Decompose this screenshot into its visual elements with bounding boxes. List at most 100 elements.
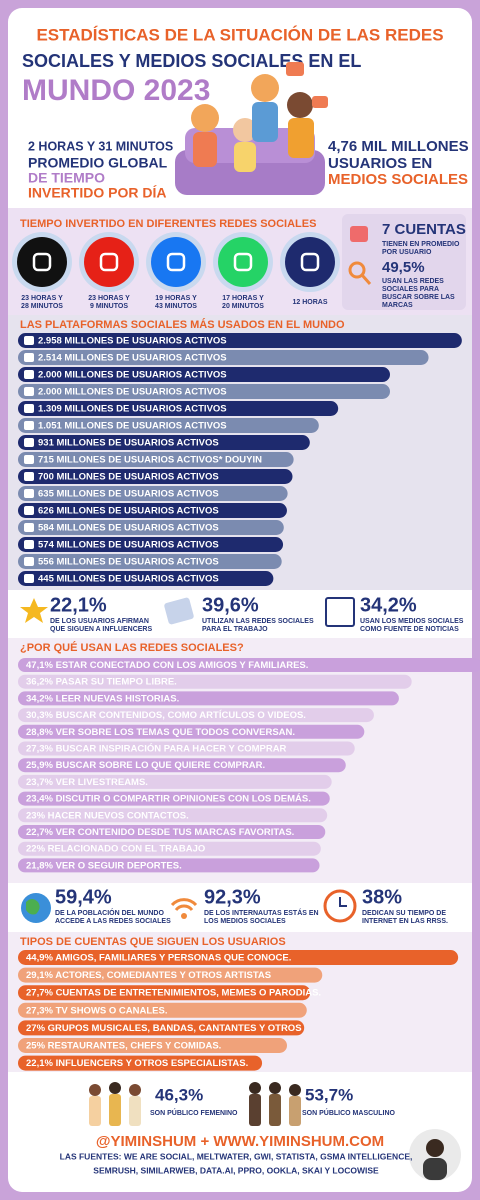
bar: [18, 452, 294, 467]
highlight-label: PROMEDIO GLOBAL: [28, 155, 168, 171]
bar: [18, 741, 355, 756]
icon: [24, 574, 34, 583]
bar-label: 27,3% BUSCAR INSPIRACIÓN PARA HACER Y CO…: [26, 743, 287, 755]
bar-label: 47,1% ESTAR CONECTADO CON LOS AMIGOS Y F…: [26, 660, 308, 671]
footer-value: 46,3%: [155, 1085, 203, 1104]
stat-label: UTILIZAN LAS REDES SOCIALES: [202, 618, 314, 625]
illustration: [89, 1082, 461, 1181]
highlight-label: MEDIOS SOCIALES: [328, 171, 468, 188]
icon: [26, 899, 40, 915]
bar-label: 2.514 MILLONES DE USUARIOS ACTIVOS: [38, 353, 227, 364]
icon: [348, 261, 366, 279]
side-box: [342, 214, 466, 310]
bar: [18, 571, 274, 586]
side-label: TIENEN EN PROMEDIO: [382, 241, 460, 248]
icon: [24, 421, 34, 430]
bar: [18, 554, 282, 569]
icon: [350, 226, 368, 242]
side-label: USAN LAS REDES: [382, 278, 444, 285]
highlight-value: 2 HORAS Y 31 MINUTOS: [28, 139, 173, 153]
bar-label: 34,2% LEER NUEVAS HISTORIAS.: [26, 693, 179, 704]
side-label: POR USUARIO: [382, 249, 432, 256]
icon: [285, 237, 335, 287]
stat-label: DEDICAN SU TIEMPO DE: [362, 910, 446, 917]
bar-label: 27,3% TV SHOWS O CANALES.: [26, 1005, 167, 1016]
time-label: 28 MINUTOS: [21, 303, 63, 310]
bar: [18, 791, 330, 806]
sources: LAS FUENTES: WE ARE SOCIAL, MELTWATER, G…: [60, 1151, 413, 1161]
side-value: 49,5%: [382, 259, 425, 276]
bar: [18, 825, 326, 839]
side-label: MARCAS: [382, 302, 413, 309]
time-label: 23 HORAS Y: [21, 295, 63, 302]
icon-glyph: [166, 252, 186, 272]
stat-label: DE LA POBLACIÓN DEL MUNDO: [55, 908, 164, 917]
footer-value: 53,7%: [305, 1085, 353, 1104]
bar-label: 2.000 MILLONES DE USUARIOS ACTIVOS: [38, 387, 227, 398]
bar: [18, 401, 339, 416]
bar: [18, 1020, 305, 1036]
icon: [24, 455, 34, 464]
icon: [181, 913, 187, 919]
bar-label: 715 MILLONES DE USUARIOS ACTIVOS* DOUYIN: [38, 455, 262, 466]
bar: [18, 1002, 307, 1018]
stat-value: 59,4%: [55, 886, 112, 908]
icon: [151, 237, 201, 287]
bar-label: 635 MILLONES DE USUARIOS ACTIVOS: [38, 489, 219, 500]
bar: [18, 537, 284, 552]
bar: [18, 503, 287, 518]
footer-handle: @YIMINSHUM + WWW.YIMINSHUM.COM: [96, 1133, 384, 1150]
bar: [18, 758, 346, 773]
bar-label: 25,9% BUSCAR SOBRE LO QUE QUIERE COMPRAR…: [26, 760, 265, 771]
icon: [24, 489, 34, 498]
icon: [24, 523, 34, 532]
bar: [18, 724, 365, 739]
bar-label: 22% RELACIONADO CON EL TRABAJO: [26, 844, 205, 855]
icon-glyph: [99, 252, 119, 272]
bar: [18, 774, 332, 789]
icon-glyph: [32, 252, 52, 272]
icon-glyph: [300, 252, 320, 272]
bar: [18, 418, 319, 433]
icon: [24, 540, 34, 549]
bar-label: 36,2% PASAR SU TIEMPO LIBRE.: [26, 677, 177, 688]
bar-label: 44,9% AMIGOS, FAMILIARES Y PERSONAS QUE …: [26, 953, 291, 964]
bar-label: 2.958 MILLONES DE USUARIOS ACTIVOS: [38, 336, 227, 347]
time-label: 20 MINUTOS: [222, 303, 264, 310]
highlight-label: USUARIOS EN: [328, 155, 432, 172]
icon: [24, 387, 34, 396]
stat-label: LOS MEDIOS SOCIALES: [204, 918, 286, 925]
icon: [339, 897, 347, 907]
title-line: SOCIALES Y MEDIOS SOCIALES EN EL: [22, 51, 361, 71]
icon: [24, 506, 34, 515]
section-title: TIEMPO INVERTIDO EN DIFERENTES REDES SOC…: [20, 218, 316, 230]
bar: [18, 858, 320, 873]
time-label: 9 MINUTOS: [90, 303, 128, 310]
icon: [24, 336, 34, 345]
bar: [18, 486, 288, 501]
bar-label: 23,7% VER LIVESTREAMS.: [26, 777, 148, 788]
bar-label: 29,1% ACTORES, COMEDIANTES Y OTROS ARTIS…: [26, 970, 271, 981]
bar: [18, 384, 390, 399]
time-label: 43 MINUTOS: [155, 303, 197, 310]
bar-label: 23,4% DISCUTIR O COMPARTIR OPINIONES CON…: [26, 794, 311, 805]
bar-label: 556 MILLONES DE USUARIOS ACTIVOS: [38, 557, 219, 568]
bar-label: 22,7% VER CONTENIDO DESDE TUS MARCAS FAV…: [26, 827, 294, 838]
bar-label: 931 MILLONES DE USUARIOS ACTIVOS: [38, 438, 219, 449]
bar: [18, 985, 311, 1001]
bar-label: 27,7% CUENTAS DE ENTRETENIMIENTOS, MEMES…: [26, 988, 321, 999]
stat-label: QUE SIGUEN A INFLUENCERS: [50, 626, 152, 633]
icon: [84, 237, 134, 287]
icon: [360, 274, 372, 285]
bar-label: 25% RESTAURANTES, CHEFS Y COMIDAS.: [26, 1041, 221, 1052]
icon-glyph: [233, 252, 253, 272]
icon: [170, 898, 198, 912]
time-label: 12 HORAS: [292, 299, 327, 306]
icon: [164, 597, 194, 625]
bar: [18, 367, 390, 382]
stat-label: PARA EL TRABAJO: [202, 626, 268, 633]
highlight-label: DE TIEMPO: [28, 170, 105, 186]
bar-label: 626 MILLONES DE USUARIOS ACTIVOS: [38, 506, 219, 517]
icon: [325, 597, 355, 627]
